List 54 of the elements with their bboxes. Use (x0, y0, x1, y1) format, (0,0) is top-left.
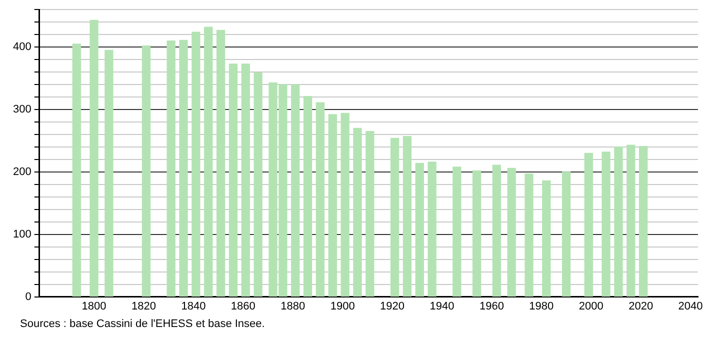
bar (216, 30, 226, 297)
bar (584, 152, 593, 297)
bar (415, 162, 424, 297)
bar (340, 112, 350, 297)
bar (638, 146, 648, 297)
bar (72, 44, 81, 297)
bar (524, 173, 534, 297)
bar (142, 45, 151, 297)
x-tick-label: 1900 (330, 300, 355, 312)
y-tick-label: 300 (12, 104, 32, 116)
y-tick-label: 0 (25, 290, 32, 303)
bar (179, 40, 188, 297)
bar (228, 64, 238, 297)
bar (316, 102, 325, 297)
bar (614, 146, 623, 297)
bar (90, 20, 98, 297)
bar (104, 50, 114, 297)
x-tick-label: 1840 (181, 300, 206, 312)
x-tick-label: 1800 (82, 300, 106, 312)
bar (166, 40, 176, 297)
bar (402, 136, 412, 297)
bar (390, 138, 400, 297)
bar (328, 114, 337, 297)
bar (303, 96, 312, 297)
bar (254, 72, 262, 297)
x-tick-label: 2040 (678, 300, 703, 312)
bar (366, 131, 374, 297)
x-tick-label: 1860 (230, 300, 256, 312)
bar (241, 64, 250, 297)
y-tick-label: 100 (12, 228, 32, 240)
x-tick-label: 1940 (430, 300, 454, 312)
x-tick-label: 2020 (628, 300, 654, 312)
bar (353, 128, 362, 297)
bar (428, 162, 436, 297)
bar (452, 166, 462, 297)
x-tick-label: 1820 (132, 300, 156, 312)
y-tick-label: 200 (12, 166, 32, 178)
bar (542, 180, 551, 297)
x-tick-label: 2000 (578, 300, 604, 312)
bar (472, 170, 482, 297)
bar (602, 152, 610, 297)
bar (562, 172, 571, 297)
bar (204, 26, 213, 297)
bar (626, 144, 636, 297)
bar (507, 168, 516, 297)
x-tick-label: 1880 (280, 300, 306, 312)
bar (291, 84, 300, 297)
x-tick-label: 1980 (529, 300, 554, 312)
bar (492, 164, 502, 297)
bar (192, 32, 200, 297)
y-tick-label: 400 (12, 41, 32, 54)
source-note: Sources : base Cassini de l'EHESS et base Insee. (20, 318, 265, 330)
x-tick-label: 1960 (479, 300, 504, 312)
x-tick-label: 1920 (380, 300, 405, 312)
